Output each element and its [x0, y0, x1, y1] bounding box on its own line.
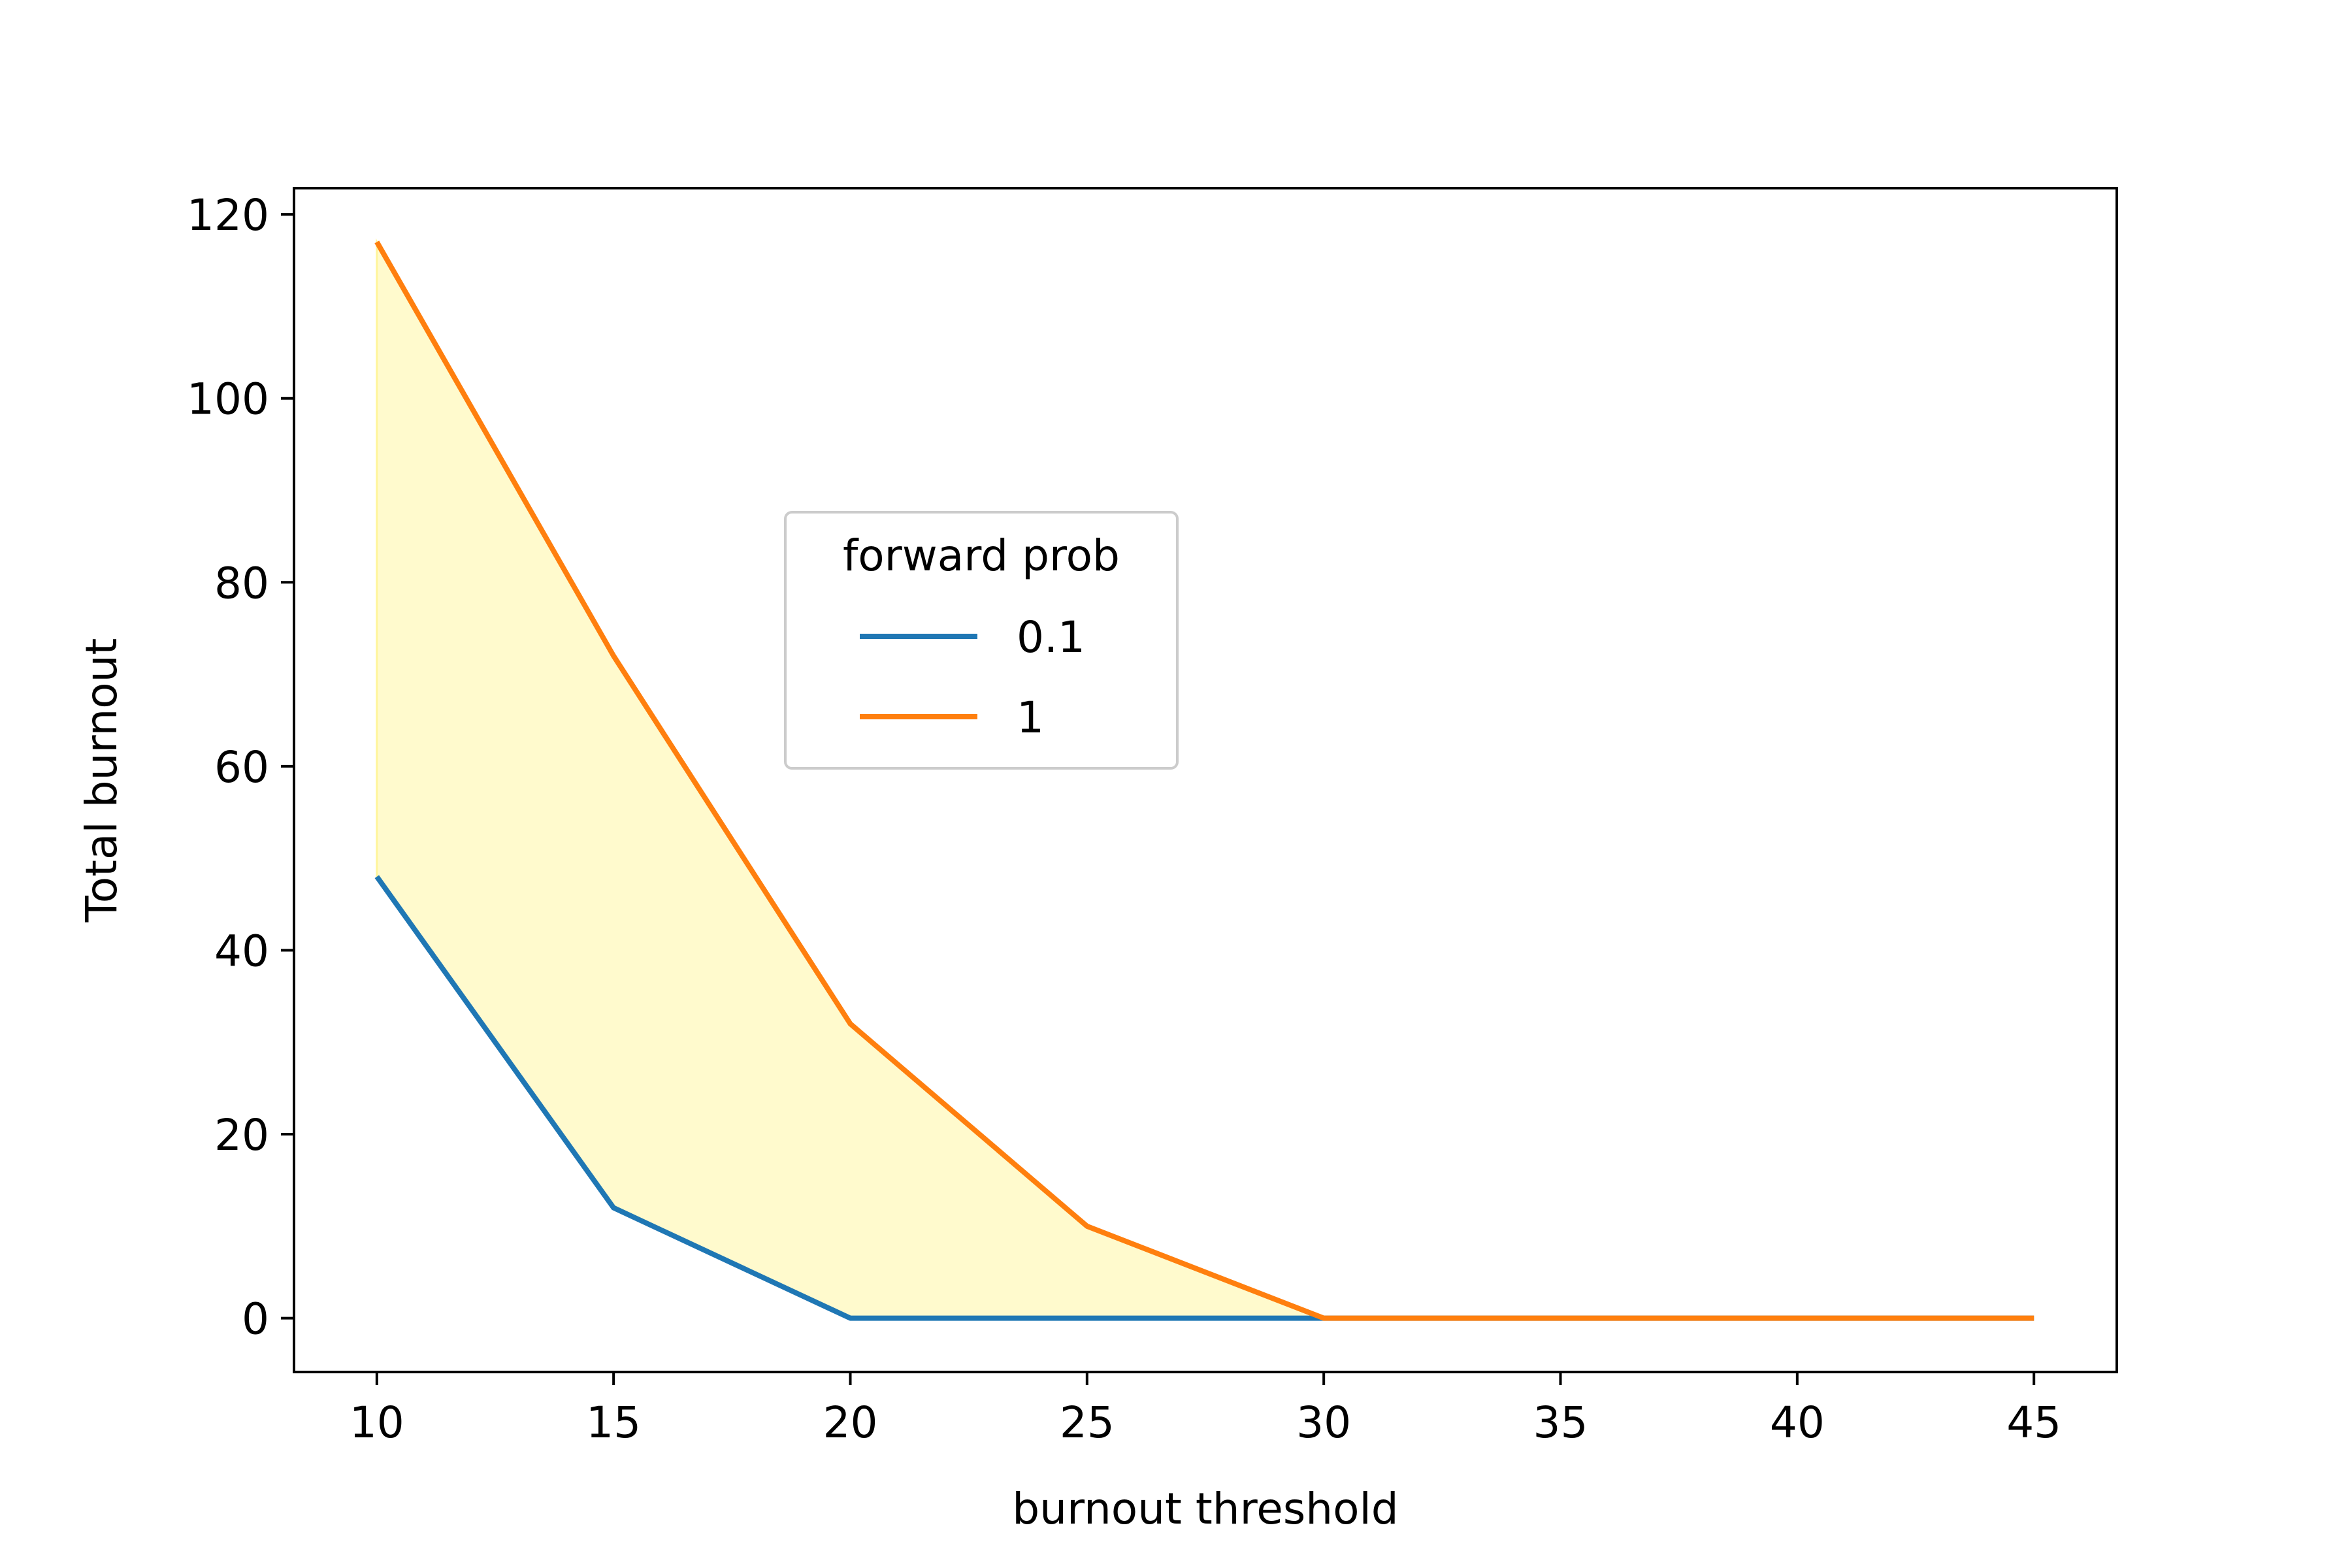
legend-label-0.1: 0.1	[1017, 612, 1085, 662]
x-tick-label: 20	[823, 1397, 878, 1448]
y-axis: 0 20 40 60 80 100 120	[187, 190, 294, 1345]
y-tick-label: 0	[242, 1294, 269, 1345]
y-tick-label: 80	[214, 558, 269, 608]
y-tick-label: 100	[187, 374, 269, 425]
x-axis: 10 15 20 25 30 35 40 45	[350, 1372, 2061, 1448]
x-tick-label: 45	[2006, 1397, 2061, 1448]
axes-frame	[293, 187, 2118, 1373]
y-tick-label: 120	[187, 190, 269, 240]
plot-area	[374, 238, 2034, 1321]
y-tick-label: 60	[214, 742, 269, 792]
legend-title: forward prob	[843, 531, 1120, 581]
x-tick-label: 35	[1533, 1397, 1588, 1448]
x-tick-label: 25	[1060, 1397, 1115, 1448]
x-tick-label: 30	[1296, 1397, 1351, 1448]
y-axis-title: Total burnout	[76, 638, 127, 923]
x-tick-label: 40	[1770, 1397, 1825, 1448]
y-tick-label: 40	[214, 926, 269, 976]
series-line-1	[374, 240, 2034, 1321]
legend-box	[784, 511, 1179, 770]
legend-label-1: 1	[1017, 693, 1044, 743]
x-axis-title: burnout threshold	[1012, 1484, 1398, 1534]
legend: forward prob 0.1 1	[784, 511, 1179, 770]
y-tick-label: 20	[214, 1110, 269, 1160]
x-tick-label: 15	[586, 1397, 641, 1448]
x-tick-label: 10	[350, 1397, 404, 1448]
